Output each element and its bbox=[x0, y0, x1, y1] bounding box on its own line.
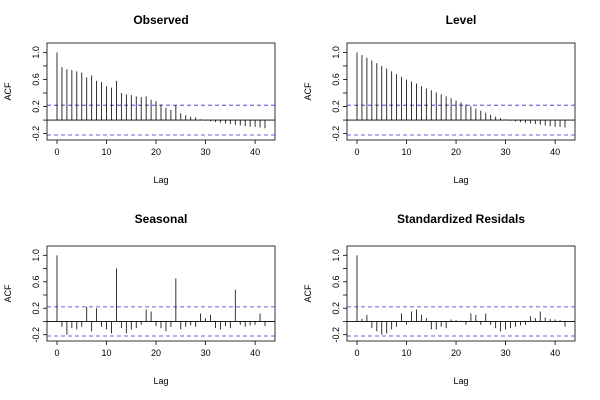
y-tick-label: 0.6 bbox=[31, 73, 41, 86]
acf-panel-4: Standardized Residals 0 10 20 30 40 -0.2 0.2 0.6… bbox=[303, 212, 576, 386]
x-tick-label: 0 bbox=[354, 147, 359, 157]
y-tick-label: -0.2 bbox=[31, 327, 41, 343]
x-tick-label: 20 bbox=[451, 348, 461, 358]
x-tick-label: 10 bbox=[402, 147, 412, 157]
y-axis-label: ACF bbox=[303, 82, 313, 101]
x-tick-label: 20 bbox=[151, 147, 161, 157]
y-tick-label: 0.2 bbox=[331, 100, 341, 113]
y-tick-label: 0.2 bbox=[331, 302, 341, 315]
y-tick-label: 0.2 bbox=[31, 100, 41, 113]
y-tick-label: 0.6 bbox=[31, 276, 41, 289]
x-tick-label: 10 bbox=[102, 348, 112, 358]
acf-panel-1: Observed 0 10 20 30 40 -0.2 0.2 0.6 1.0 Lag ACF bbox=[3, 13, 276, 185]
x-tick-label: 40 bbox=[250, 147, 260, 157]
x-tick-label: 30 bbox=[501, 147, 511, 157]
y-tick-label: 1.0 bbox=[31, 249, 41, 262]
y-tick-label: 0.2 bbox=[31, 302, 41, 315]
x-tick-label: 0 bbox=[54, 348, 59, 358]
x-tick-label: 10 bbox=[402, 348, 412, 358]
y-axis-label: ACF bbox=[303, 284, 313, 303]
x-tick-label: 30 bbox=[501, 348, 511, 358]
y-tick-label: 0.6 bbox=[331, 73, 341, 86]
y-tick-label: -0.2 bbox=[31, 126, 41, 142]
x-tick-label: 40 bbox=[550, 348, 560, 358]
y-tick-label: 0.6 bbox=[331, 276, 341, 289]
x-tick-label: 20 bbox=[451, 147, 461, 157]
chart-title: Standardized Residals bbox=[397, 212, 525, 226]
y-tick-label: 1.0 bbox=[31, 46, 41, 59]
chart-title: Seasonal bbox=[135, 212, 188, 226]
x-tick-label: 20 bbox=[151, 348, 161, 358]
x-axis-label: Lag bbox=[453, 376, 468, 386]
y-axis-label: ACF bbox=[3, 284, 13, 303]
x-axis-label: Lag bbox=[453, 175, 468, 185]
x-axis-label: Lag bbox=[153, 175, 168, 185]
x-tick-label: 30 bbox=[201, 147, 211, 157]
y-tick-label: -0.2 bbox=[331, 126, 341, 142]
x-tick-label: 0 bbox=[54, 147, 59, 157]
x-tick-label: 10 bbox=[102, 147, 112, 157]
chart-title: Observed bbox=[133, 13, 188, 27]
acf-panel-2: Level 0 10 20 30 40 -0.2 0.2 0.6 1.0 Lag ACF bbox=[303, 13, 576, 185]
acf-panel-3: Seasonal 0 10 20 30 40 -0.2 0.2 0.6 1.0 Lag ACF bbox=[3, 212, 276, 386]
y-axis-label: ACF bbox=[3, 82, 13, 101]
y-tick-label: -0.2 bbox=[331, 327, 341, 343]
plot-frame bbox=[46, 245, 276, 342]
x-tick-label: 0 bbox=[354, 348, 359, 358]
plot-frame bbox=[346, 42, 576, 141]
y-tick-label: 1.0 bbox=[331, 46, 341, 59]
plot-frame bbox=[46, 42, 276, 141]
y-tick-label: 1.0 bbox=[331, 249, 341, 262]
x-tick-label: 40 bbox=[250, 348, 260, 358]
x-tick-label: 30 bbox=[201, 348, 211, 358]
plot-frame bbox=[346, 245, 576, 342]
x-tick-label: 40 bbox=[550, 147, 560, 157]
chart-title: Level bbox=[446, 13, 477, 27]
x-axis-label: Lag bbox=[153, 376, 168, 386]
